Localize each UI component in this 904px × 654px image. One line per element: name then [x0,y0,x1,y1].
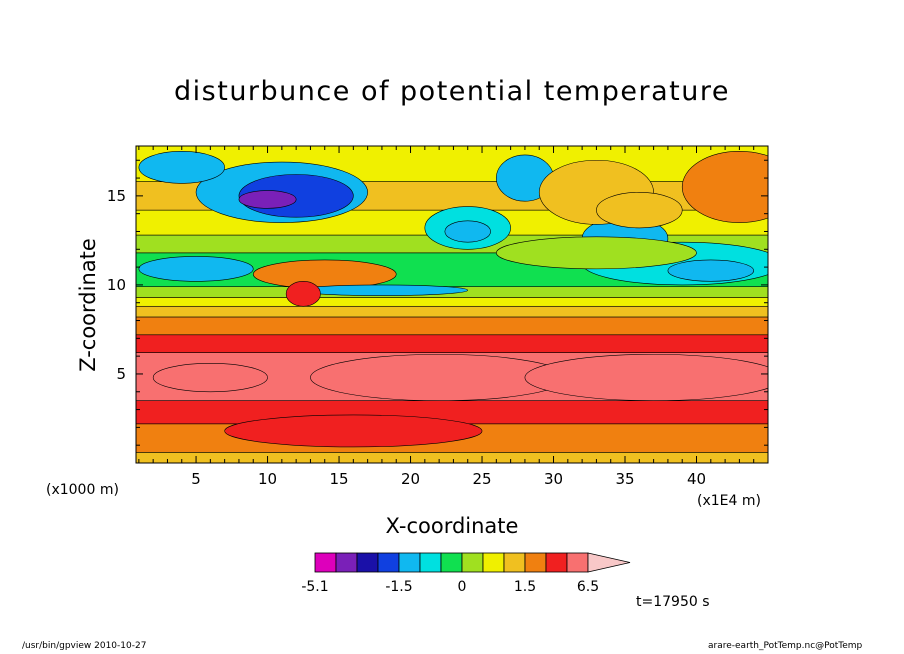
x-tick-label: 5 [191,470,201,488]
colorbar-swatch [503,552,526,573]
x-axis: 5 10 15 20 25 30 35 40 [138,146,755,488]
colorbar-label: 1.5 [514,579,536,595]
chart-title: disturbunce of potential temperature [174,76,730,107]
x-tick-label: 25 [472,470,491,488]
contour-region [596,192,683,229]
contour-region [152,362,268,393]
colorbar-label: 0 [458,579,467,595]
time-label: t=17950 s [636,594,710,610]
contour-band [136,452,768,463]
plot-area [136,146,768,463]
y-tick-label: 5 [116,365,126,383]
x-tick-label: 20 [401,470,420,488]
contour-region [224,414,483,448]
y-tick-label: 15 [107,187,126,205]
contour-region [524,354,768,401]
contour-band [136,316,768,336]
contour-region [138,256,254,282]
y-tick-label: 10 [107,276,126,294]
x-axis-label: X-coordinate [385,514,519,538]
colorbar-swatch [461,552,484,573]
contour-region [681,151,768,223]
colorbar-swatch [335,552,358,573]
contour-region [238,190,297,209]
colorbar-extension [587,552,631,573]
colorbar-swatch [566,552,589,573]
x-axis-scale-label: (x1E4 m) [697,493,761,509]
colorbar-label: -1.5 [385,579,412,595]
colorbar-swatch [398,552,421,573]
contour-region [252,259,397,289]
colorbar-label: 6.5 [577,579,599,595]
x-tick-label: 40 [687,470,706,488]
colorbar-swatch [440,552,463,573]
colorbar-swatch [545,552,568,573]
y-axis: 5 10 15 [107,159,768,446]
contour-region [295,284,469,296]
x-tick-label: 35 [615,470,634,488]
colorbar-swatch [524,552,547,573]
footer-file-name: arare-earth_PotTemp.nc@PotTemp [708,641,863,651]
colorbar: -5.1 -1.5 0 1.5 6.5 [301,552,631,595]
contour-band [136,297,768,307]
colorbar-swatch [377,552,400,573]
x-tick-label: 15 [329,470,348,488]
contour-region [138,151,225,184]
x-tick-label: 30 [544,470,563,488]
colorbar-swatch [419,552,442,573]
colorbar-swatch [356,552,379,573]
y-axis-scale-label: (x1000 m) [46,482,119,498]
contour-region [496,236,697,270]
contour-region [444,220,491,243]
contour-band [136,334,768,353]
plot-frame [135,145,769,464]
colorbar-swatch [314,552,337,573]
contour-region [667,259,755,282]
x-tick-label: 10 [258,470,277,488]
colorbar-swatch [482,552,505,573]
footer-program-date: /usr/bin/gpview 2010-10-27 [22,641,147,651]
contour-band [136,305,768,318]
contour-region [285,281,321,307]
colorbar-label: -5.1 [301,579,328,595]
